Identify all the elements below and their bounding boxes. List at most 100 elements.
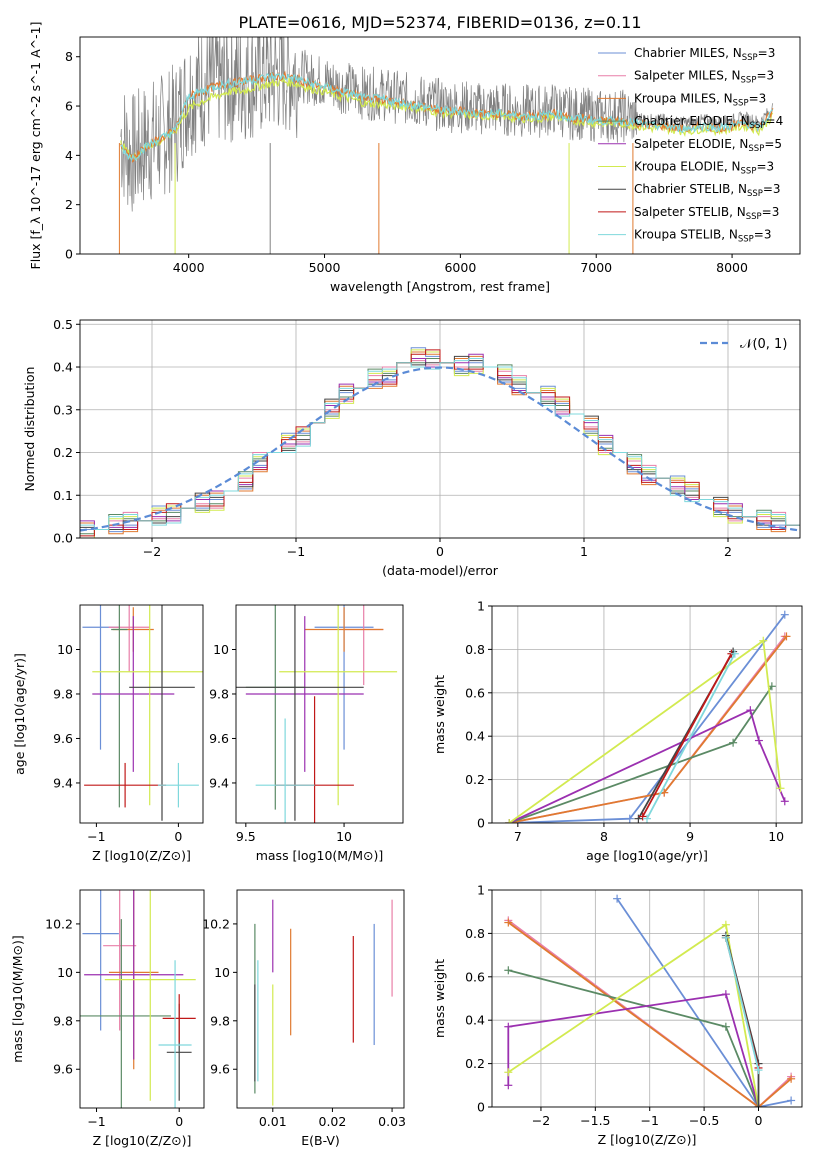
mass-age-xtick-label: 9.5 <box>236 829 256 844</box>
legend-nssp: =3 <box>749 91 767 105</box>
age-weight-series-line <box>641 653 733 817</box>
z-weight-plot-area <box>492 890 802 1107</box>
z-age-ylabel: age [log10(age/yr)] <box>12 653 27 775</box>
z-mass-ylabel: mass [log10(M/M⊙)] <box>10 935 25 1063</box>
age-weight-xtick-label: 10 <box>768 829 784 844</box>
spectrum-xtick-label: 4000 <box>173 260 205 275</box>
age-weight-ytick-label: 0.8 <box>465 642 485 657</box>
ebv-mass-panel: 0.01 0.02 0.03 9.6 9.8 10 10.2 E(B-V) <box>202 889 406 1148</box>
age-weight-frame <box>491 605 803 824</box>
z-mass-xtick-label: −1 <box>87 1114 105 1129</box>
legend-label: Chabrier ELODIE, NSSP=4 <box>634 114 783 131</box>
z-mass-xlabel: Z [log10(Z/Z⊙)] <box>93 1133 192 1148</box>
z-weight-panel: −2 −1.5 −1 −0.5 0 0 0.2 0.4 0.6 0.8 1 Z [log10(Z/Z⊙… <box>432 883 803 1147</box>
spectrum-xlabel: wavelength [Angstrom, rest frame] <box>330 279 550 294</box>
mass-age-xlabel: mass [log10(M/M⊙)] <box>256 848 384 863</box>
ebv-mass-xtick-label: 0.03 <box>378 1114 406 1129</box>
z-age-xlabel: Z [log10(Z/Z⊙)] <box>92 848 191 863</box>
age-weight-ytick-label: 0.6 <box>465 685 485 700</box>
residuals-panel: −2 −1 0 1 2 0.0 0.1 0.2 0.3 0.4 0.5 (data-model)/er… <box>22 317 801 578</box>
ebv-mass-ytick-label: 10.2 <box>202 916 230 931</box>
legend-sub: SSP <box>748 144 764 154</box>
mass-age-xtick-label: 10 <box>336 829 352 844</box>
mass-age-ytick-label: 10 <box>213 642 229 657</box>
z-mass-ytick-label: 10.2 <box>45 916 73 931</box>
legend-label: Salpeter STELIB, NSSP=3 <box>634 205 779 222</box>
legend-nssp: =3 <box>762 205 780 219</box>
spectrum-ylabel: Flux [f_λ 10^-17 erg cm^-2 s^-1 A^-1] <box>28 22 43 270</box>
residuals-xtick-label: −2 <box>143 544 161 559</box>
z-mass-ytick-label: 9.6 <box>53 1062 73 1077</box>
z-weight-xtick-label: −1 <box>641 1113 659 1128</box>
mass-age-ytick-label: 9.4 <box>209 775 229 790</box>
legend-label: Kroupa MILES, NSSP=3 <box>634 91 766 108</box>
z-age-ytick-label: 9.4 <box>53 775 73 790</box>
ebv-mass-plot-area <box>254 899 393 1106</box>
spectrum-ytick-label: 0 <box>65 247 73 262</box>
spectrum-ytick-label: 4 <box>65 148 73 163</box>
mass-age-frame <box>235 604 404 824</box>
spectrum-plot-area <box>118 37 774 254</box>
z-weight-series-line <box>507 921 792 1107</box>
legend-sub: SSP <box>742 53 758 63</box>
z-weight-ytick-label: 0 <box>477 1100 485 1115</box>
age-weight-ytick-label: 0.2 <box>465 772 485 787</box>
legend-model-name: Salpeter STELIB, N <box>634 205 746 219</box>
spectrum-xtick-label: 5000 <box>309 260 341 275</box>
spectrum-xtick-label: 6000 <box>444 260 476 275</box>
legend-nssp: =3 <box>756 69 774 83</box>
z-weight-xtick-label: −0.5 <box>689 1113 719 1128</box>
age-weight-plot-area <box>492 606 802 823</box>
legend-nssp: =5 <box>764 137 782 151</box>
z-weight-series-line <box>725 937 760 1071</box>
z-weight-ytick-label: 0.8 <box>465 926 485 941</box>
z-age-ytick-label: 10 <box>57 642 73 657</box>
residuals-xtick-label: 1 <box>580 544 588 559</box>
z-weight-ytick-label: 0.2 <box>465 1056 485 1071</box>
residuals-plot-area <box>80 320 800 538</box>
legend-nssp: =3 <box>758 46 776 60</box>
age-weight-xtick-label: 8 <box>600 829 608 844</box>
z-weight-xtick-label: −2 <box>532 1113 550 1128</box>
spectrum-panel: 4000 5000 6000 7000 8000 0 2 4 6 8 wavelength [Ang… <box>28 22 801 294</box>
residuals-xlabel: (data-model)/error <box>382 563 499 578</box>
gaussian-curve <box>80 366 800 532</box>
legend-label: Kroupa STELIB, NSSP=3 <box>634 228 772 245</box>
legend-label: Chabrier STELIB, NSSP=3 <box>634 182 781 199</box>
ebv-mass-xtick-label: 0.01 <box>259 1114 287 1129</box>
residuals-ytick-label: 0.3 <box>53 402 73 417</box>
legend-model-name: Chabrier STELIB, N <box>634 182 747 196</box>
ebv-mass-xtick-label: 0.02 <box>319 1114 347 1129</box>
z-weight-xlabel: Z [log10(Z/Z⊙)] <box>598 1132 697 1147</box>
z-weight-frame <box>491 889 803 1108</box>
ebv-mass-ytick-label: 10 <box>214 965 230 980</box>
z-weight-ytick-label: 0.4 <box>465 1013 485 1028</box>
mass-age-ytick-label: 9.6 <box>209 731 229 746</box>
legend-model-name: Kroupa STELIB, N <box>634 228 738 242</box>
legend-sub: SSP <box>738 235 754 245</box>
residuals-ytick-label: 0.2 <box>53 445 73 460</box>
residuals-xtick-label: 2 <box>724 544 732 559</box>
z-mass-plot-area <box>80 890 196 1108</box>
residuals-ytick-label: 0.5 <box>53 317 73 332</box>
z-weight-xtick-label: −1.5 <box>580 1113 610 1128</box>
legend-label: Salpeter MILES, NSSP=3 <box>634 69 774 86</box>
age-weight-series-line <box>646 653 736 820</box>
age-weight-ytick-label: 0.4 <box>465 729 485 744</box>
legend-model-name: Kroupa ELODIE, N <box>634 160 741 174</box>
ebv-mass-frame <box>236 889 405 1109</box>
spectrum-ytick-label: 8 <box>65 49 73 64</box>
gaussian-legend-label: 𝒩(0, 1) <box>740 337 787 352</box>
z-mass-xtick-label: 0 <box>175 1114 183 1129</box>
residuals-xtick-label: −1 <box>287 544 305 559</box>
z-mass-ytick-label: 9.8 <box>53 1013 73 1028</box>
z-weight-series-line <box>508 969 760 1107</box>
z-weight-series-line <box>507 919 792 1107</box>
legend-nssp: =3 <box>756 160 774 174</box>
z-age-ytick-label: 9.8 <box>53 686 73 701</box>
age-weight-ylabel: mass weight <box>432 675 447 754</box>
ebv-mass-ytick-label: 9.8 <box>210 1013 230 1028</box>
ebv-mass-ytick-label: 9.6 <box>210 1062 230 1077</box>
